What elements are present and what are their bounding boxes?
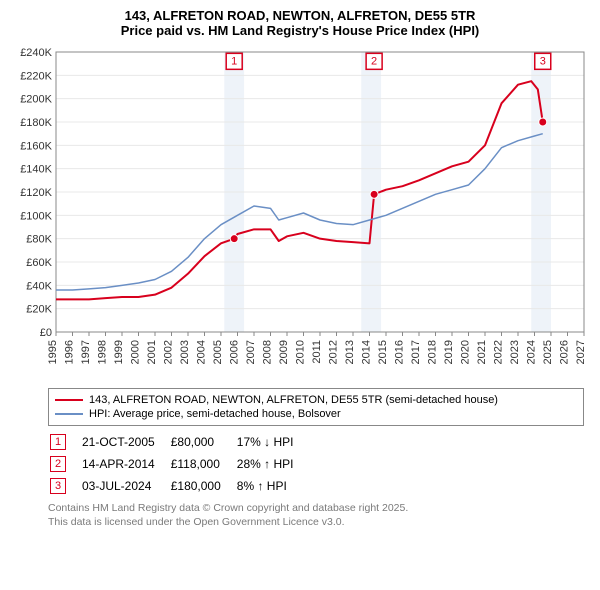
svg-text:2024: 2024 [526,340,538,364]
svg-text:£180K: £180K [20,117,52,129]
svg-text:£20K: £20K [26,304,52,316]
svg-text:£240K: £240K [20,47,52,59]
svg-text:2009: 2009 [278,340,290,364]
svg-text:£40K: £40K [26,280,52,292]
svg-text:2020: 2020 [460,340,472,364]
marker-price: £118,000 [171,454,235,474]
title-line-2: Price paid vs. HM Land Registry's House … [8,23,592,38]
legend-item: HPI: Average price, semi-detached house,… [55,407,577,421]
marker-table: 1 21-OCT-2005 £80,000 17% ↓ HPI 2 14-APR… [48,430,309,498]
marker-badge: 1 [50,434,66,450]
svg-text:2014: 2014 [361,340,373,364]
svg-text:1: 1 [231,55,237,67]
legend-label: HPI: Average price, semi-detached house,… [89,408,341,420]
legend-swatch [55,413,83,415]
svg-text:2010: 2010 [295,340,307,364]
svg-text:2005: 2005 [212,340,224,364]
svg-text:2006: 2006 [229,340,241,364]
svg-text:£60K: £60K [26,257,52,269]
legend-item: 143, ALFRETON ROAD, NEWTON, ALFRETON, DE… [55,393,577,407]
footnote: Contains HM Land Registry data © Crown c… [48,502,584,529]
footnote-line: Contains HM Land Registry data © Crown c… [48,502,584,516]
svg-text:3: 3 [540,55,546,67]
legend: 143, ALFRETON ROAD, NEWTON, ALFRETON, DE… [48,388,584,426]
svg-text:£100K: £100K [20,210,52,222]
svg-text:2017: 2017 [410,340,422,364]
marker-delta: 17% ↓ HPI [237,432,308,452]
svg-text:2011: 2011 [311,340,323,364]
svg-text:2019: 2019 [443,340,455,364]
marker-price: £180,000 [171,476,235,496]
svg-text:1995: 1995 [47,340,59,364]
svg-text:2003: 2003 [179,340,191,364]
table-row: 2 14-APR-2014 £118,000 28% ↑ HPI [50,454,307,474]
marker-badge: 2 [50,456,66,472]
svg-text:2027: 2027 [575,340,587,364]
svg-text:2: 2 [371,55,377,67]
chart-area: £0 £20K £40K £60K £80K £100K £120K £140K £160K £1… [8,42,592,382]
table-row: 1 21-OCT-2005 £80,000 17% ↓ HPI [50,432,307,452]
svg-text:2000: 2000 [130,340,142,364]
svg-text:2008: 2008 [262,340,274,364]
svg-text:2013: 2013 [344,340,356,364]
svg-text:2002: 2002 [163,340,175,364]
legend-label: 143, ALFRETON ROAD, NEWTON, ALFRETON, DE… [89,394,498,406]
svg-text:£120K: £120K [20,187,52,199]
svg-text:2015: 2015 [377,340,389,364]
marker-price: £80,000 [171,432,235,452]
svg-text:£200K: £200K [20,94,52,106]
svg-text:1996: 1996 [64,340,76,364]
svg-text:1998: 1998 [97,340,109,364]
svg-text:2007: 2007 [245,340,257,364]
svg-text:£160K: £160K [20,140,52,152]
table-row: 3 03-JUL-2024 £180,000 8% ↑ HPI [50,476,307,496]
title-line-1: 143, ALFRETON ROAD, NEWTON, ALFRETON, DE… [8,8,592,23]
svg-text:2021: 2021 [476,340,488,364]
svg-text:2012: 2012 [328,340,340,364]
svg-text:2026: 2026 [559,340,571,364]
svg-text:£0: £0 [40,327,52,339]
svg-text:2004: 2004 [196,340,208,364]
svg-text:1997: 1997 [80,340,92,364]
svg-text:2022: 2022 [493,340,505,364]
line-chart: £0 £20K £40K £60K £80K £100K £120K £140K £160K £1… [8,42,592,382]
marker-badge: 3 [50,478,66,494]
svg-text:£220K: £220K [20,70,52,82]
marker-date: 21-OCT-2005 [82,432,169,452]
svg-text:2016: 2016 [394,340,406,364]
legend-swatch [55,399,83,401]
marker-delta: 28% ↑ HPI [237,454,308,474]
marker-delta: 8% ↑ HPI [237,476,308,496]
svg-text:2025: 2025 [542,340,554,364]
svg-text:1999: 1999 [113,340,125,364]
chart-title: 143, ALFRETON ROAD, NEWTON, ALFRETON, DE… [8,8,592,38]
svg-text:£140K: £140K [20,164,52,176]
marker-date: 14-APR-2014 [82,454,169,474]
svg-text:2018: 2018 [427,340,439,364]
svg-text:£80K: £80K [26,234,52,246]
marker-date: 03-JUL-2024 [82,476,169,496]
svg-text:2001: 2001 [146,340,158,364]
svg-text:2023: 2023 [509,340,521,364]
footnote-line: This data is licensed under the Open Gov… [48,516,584,530]
